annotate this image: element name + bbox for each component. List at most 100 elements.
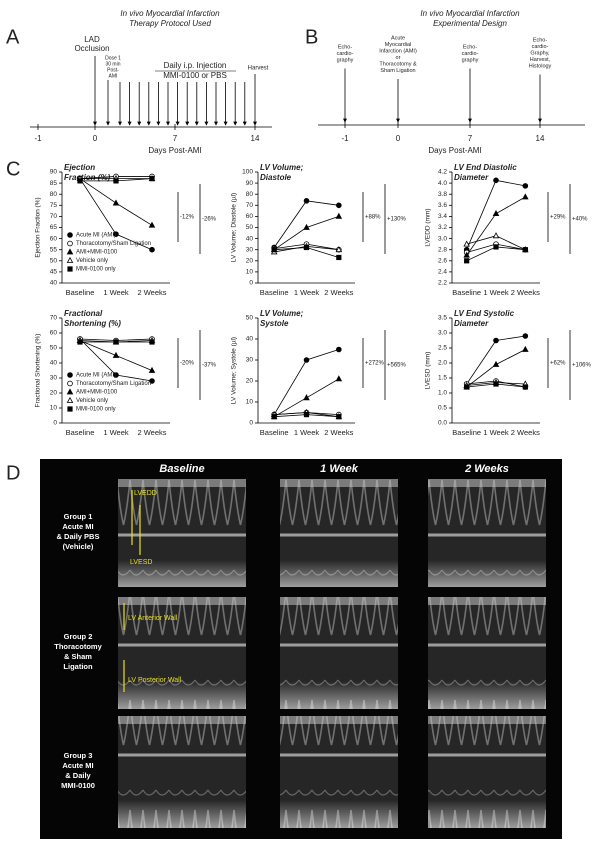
marker [112, 351, 120, 358]
marker [522, 183, 529, 189]
x-tick-label: 2 Weeks [324, 428, 353, 437]
legend-marker [67, 232, 73, 238]
y-tick-label: 3.8 [438, 191, 447, 198]
label: MMI-0100 [61, 781, 95, 790]
label: (Vehicle) [63, 542, 94, 551]
marker [522, 384, 528, 390]
marker [492, 360, 500, 367]
y-tick-label: 60 [50, 330, 58, 337]
label: Daily i.p. Injection [164, 61, 227, 70]
label: Infarction (AMI) [379, 48, 417, 54]
annotation: +29% [550, 215, 566, 221]
label: Group 2 [64, 632, 93, 641]
marker [149, 339, 155, 345]
x-tick-label: Baseline [452, 428, 481, 437]
legend-marker [67, 266, 73, 272]
x-tick-label: Baseline [66, 428, 95, 437]
y-tick-label: 100 [242, 169, 253, 176]
y-tick-label: 70 [246, 202, 254, 209]
legend-marker [66, 388, 74, 395]
label: cardio- [337, 51, 354, 57]
legend-label: AMI+MMI-0100 [76, 390, 118, 396]
echo-band [118, 681, 246, 709]
marker [463, 251, 470, 258]
echo-band [428, 560, 546, 587]
legend-label: Acute MI (AMI) [76, 373, 116, 379]
marker [77, 178, 83, 184]
annotation: -20% [180, 361, 195, 367]
axis-label: Days Post-AMI [148, 146, 201, 155]
echo-band [280, 560, 398, 587]
label: In vivo Myocardial Infarction [120, 9, 220, 18]
marker [335, 212, 343, 219]
marker [148, 221, 156, 228]
y-tick-label: 3.2 [438, 224, 447, 231]
y-tick-label: 50 [50, 345, 58, 352]
tick-label: 14 [536, 134, 545, 143]
legend-marker [66, 256, 74, 263]
y-axis-label: LV Volume; Systole (µl) [231, 337, 238, 404]
marker [493, 244, 499, 250]
chart-title: Diameter [454, 319, 489, 328]
legend-label: AMI+MMI-0100 [76, 250, 118, 256]
label: & Daily PBS [57, 532, 100, 541]
column-header: 1 Week [320, 463, 359, 475]
x-tick-label: 2 Weeks [137, 428, 166, 437]
label: Thoracotomy [54, 642, 102, 651]
marker [149, 176, 155, 182]
marker [493, 177, 499, 184]
label: Thoracotomy & [379, 61, 417, 67]
label: Echo- [533, 37, 548, 43]
legend-marker [66, 396, 74, 403]
label: Histology [529, 63, 552, 69]
x-tick-label: 1 Week [294, 288, 320, 297]
y-tick-label: 80 [50, 191, 58, 198]
tick-label: 0 [396, 134, 401, 143]
y-tick-label: 2.6 [438, 258, 447, 265]
y-tick-label: 40 [246, 235, 254, 242]
chart-title: LV Volume; [260, 163, 304, 172]
x-tick-label: 1 Week [103, 288, 129, 297]
y-axis-label: LV Volume; Diastole (µl) [231, 193, 238, 262]
chart-title: Fractional [64, 309, 103, 318]
label: Echo- [338, 44, 353, 50]
y-tick-label: 85 [50, 180, 58, 187]
y-axis-label: LVESD (mm) [425, 352, 432, 390]
y-tick-label: 40 [50, 280, 58, 287]
y-tick-label: 70 [50, 213, 58, 220]
echo-band [118, 716, 246, 724]
legend-label: Acute MI (AMI) [76, 233, 116, 239]
y-tick-label: 1.0 [438, 390, 447, 397]
marker [303, 394, 310, 401]
marker [464, 258, 470, 264]
y-axis-label: Fractional Shortening (%) [35, 334, 42, 408]
chart-title: Fraction (%) [64, 173, 111, 182]
x-tick-label: Baseline [260, 288, 289, 297]
y-tick-label: 45 [50, 269, 58, 276]
y-tick-label: 2.8 [438, 246, 447, 253]
x-tick-label: 2 Weeks [511, 428, 540, 437]
echo-band [118, 597, 246, 605]
y-tick-label: 10 [246, 399, 254, 406]
y-tick-label: 3.0 [438, 330, 447, 337]
marker [303, 411, 310, 418]
panel-label: C [6, 158, 20, 180]
y-tick-label: 20 [246, 258, 254, 265]
label: Echo- [463, 44, 478, 50]
annotation: LVESD [130, 559, 152, 566]
y-tick-label: 30 [50, 375, 58, 382]
label: Occlusion [74, 44, 109, 53]
y-tick-label: 65 [50, 224, 58, 231]
y-tick-label: 0.0 [438, 420, 447, 427]
marker [149, 378, 155, 384]
label: & Sham [64, 652, 92, 661]
marker [113, 372, 119, 378]
x-tick-label: 1 Week [483, 428, 509, 437]
marker [113, 231, 119, 237]
marker [336, 254, 342, 261]
annotation: -37% [202, 363, 217, 369]
x-tick-label: Baseline [66, 288, 95, 297]
echo-band [280, 681, 398, 709]
legend-marker [67, 372, 73, 378]
